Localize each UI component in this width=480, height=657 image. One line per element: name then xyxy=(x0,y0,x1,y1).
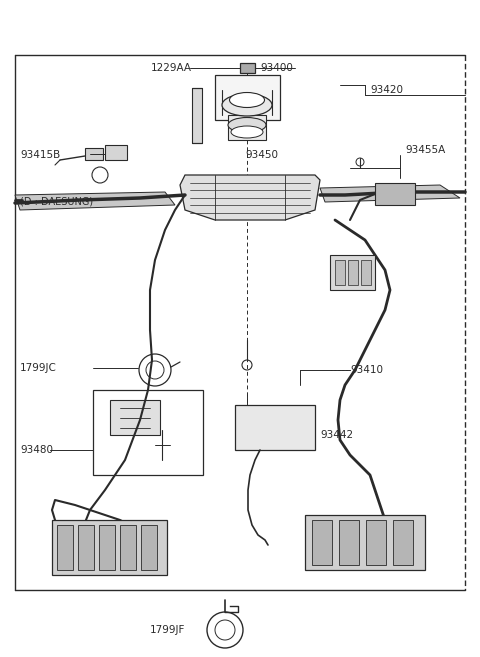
Bar xyxy=(366,520,386,565)
Text: 93455A: 93455A xyxy=(405,145,445,155)
Ellipse shape xyxy=(229,93,264,108)
Text: 93410: 93410 xyxy=(350,365,383,375)
Text: 93415B: 93415B xyxy=(20,150,60,160)
Bar xyxy=(375,183,415,205)
Text: 93400: 93400 xyxy=(260,63,293,73)
Text: 93450: 93450 xyxy=(245,150,278,160)
Text: (D : DAESUNG): (D : DAESUNG) xyxy=(20,197,93,207)
Bar xyxy=(120,525,136,570)
Bar xyxy=(335,260,345,285)
Bar xyxy=(78,525,94,570)
Text: 1799JF: 1799JF xyxy=(150,625,185,635)
Bar xyxy=(93,390,203,475)
Ellipse shape xyxy=(228,118,266,133)
Polygon shape xyxy=(15,192,175,210)
Bar xyxy=(361,260,371,285)
Bar xyxy=(348,260,358,285)
Bar xyxy=(192,88,202,143)
Bar xyxy=(330,255,375,290)
Ellipse shape xyxy=(231,126,263,138)
Text: 93420: 93420 xyxy=(370,85,403,95)
Bar xyxy=(312,520,332,565)
Polygon shape xyxy=(180,175,320,220)
Bar xyxy=(52,520,167,575)
Bar xyxy=(305,515,425,570)
Bar xyxy=(105,145,127,160)
Bar xyxy=(228,115,266,140)
Bar xyxy=(141,525,157,570)
Bar xyxy=(85,148,103,160)
Bar xyxy=(240,63,255,73)
Polygon shape xyxy=(320,185,460,202)
Text: 1799JC: 1799JC xyxy=(20,363,57,373)
Bar xyxy=(339,520,359,565)
Bar xyxy=(393,520,413,565)
Text: 93480: 93480 xyxy=(20,445,53,455)
Text: 93442: 93442 xyxy=(320,430,353,440)
Bar xyxy=(99,525,115,570)
Bar xyxy=(110,400,160,435)
Bar xyxy=(215,75,280,120)
Bar xyxy=(235,405,315,450)
Ellipse shape xyxy=(222,94,272,116)
Bar xyxy=(57,525,73,570)
Text: 1229AA: 1229AA xyxy=(151,63,192,73)
